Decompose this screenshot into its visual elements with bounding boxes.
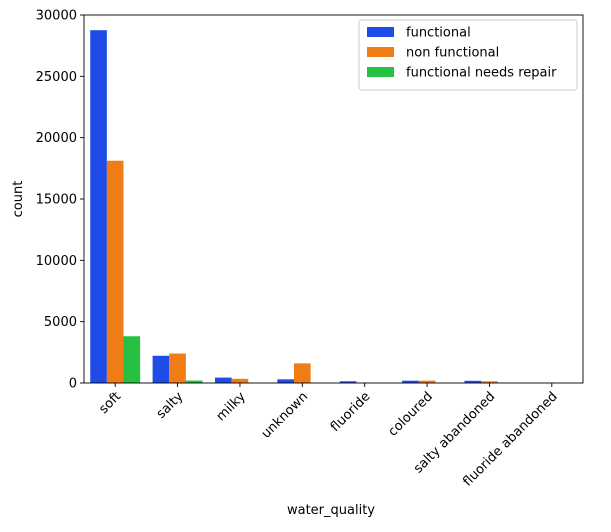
y-tick-label: 5000	[44, 315, 77, 330]
bar-non-functional-unknown	[294, 363, 311, 383]
bar-non-functional-soft	[107, 161, 124, 383]
x-axis-label: water_quality	[287, 503, 375, 518]
y-tick-label: 15000	[36, 193, 77, 208]
y-tick-label: 20000	[36, 131, 77, 146]
y-tick-label: 0	[69, 377, 77, 392]
legend-swatch	[367, 67, 394, 77]
y-tick-label: 25000	[36, 70, 77, 85]
legend-label: functional	[406, 26, 471, 41]
legend-label: non functional	[406, 46, 499, 61]
bar-non-functional-milky	[232, 379, 249, 383]
x-tick-label: soft	[96, 389, 124, 417]
legend-swatch	[367, 47, 394, 57]
x-tick-label: unknown	[259, 389, 311, 441]
bar-non-functional-salty	[169, 354, 186, 383]
legend-swatch	[367, 27, 394, 37]
legend-label: functional needs repair	[406, 66, 557, 81]
bar-functional-milky	[215, 378, 232, 383]
x-tick-label: coloured	[386, 389, 436, 439]
bar-functional-unknown	[277, 379, 294, 383]
y-axis-label: count	[11, 181, 26, 218]
x-tick-label: fluoride	[328, 389, 374, 435]
y-tick-label: 30000	[36, 9, 77, 24]
y-tick-label: 10000	[36, 254, 77, 269]
bar-functional-needs-repair-soft	[124, 336, 141, 383]
bar-functional-salty	[153, 356, 170, 383]
x-tick-label: salty	[154, 389, 187, 422]
x-tick-label: milky	[214, 389, 249, 424]
axis-labels: water_quality count	[11, 181, 375, 518]
bar-functional-soft	[90, 30, 107, 383]
legend: functional non functional functional needs…	[359, 20, 577, 90]
